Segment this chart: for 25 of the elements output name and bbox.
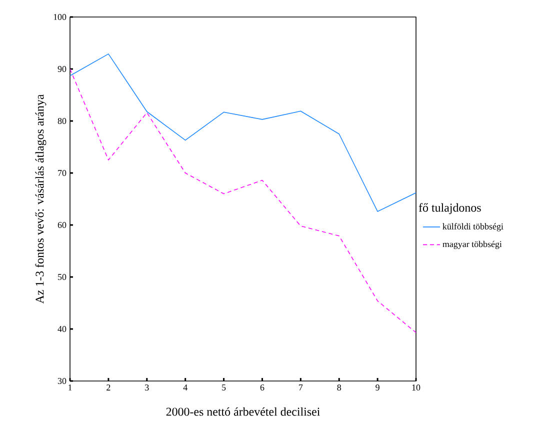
y-tick-label: 100 bbox=[54, 14, 66, 20]
x-tick-label: 3 bbox=[145, 384, 149, 391]
legend-label: külföldi többségi bbox=[442, 223, 504, 232]
line-series bbox=[70, 54, 416, 212]
x-tick-label: 8 bbox=[337, 384, 342, 391]
y-tick-label: 90 bbox=[58, 66, 66, 72]
y-tick-label: 60 bbox=[58, 222, 66, 228]
y-axis-title: Az 1-3 fontos vevő: vásárlás átlagos aránya bbox=[35, 94, 46, 304]
x-tick-label: 5 bbox=[222, 384, 226, 390]
legend-label: magyar többségi bbox=[442, 240, 502, 249]
legend-title: fő tulajdonos bbox=[418, 203, 481, 214]
y-tick-label: 80 bbox=[58, 118, 66, 124]
y-tick-label: 30 bbox=[58, 378, 66, 384]
y-tick-label: 40 bbox=[58, 326, 66, 332]
x-tick-label: 4 bbox=[183, 384, 188, 390]
x-tick-label: 7 bbox=[299, 384, 303, 390]
y-tick-label: 50 bbox=[58, 274, 66, 280]
y-tick-label: 70 bbox=[58, 170, 66, 176]
x-tick-label: 6 bbox=[260, 384, 264, 391]
x-tick-label: 10 bbox=[412, 384, 420, 391]
x-axis-title: 2000-es nettó árbevétel decilisei bbox=[166, 407, 320, 416]
x-tick-label: 9 bbox=[376, 384, 380, 391]
x-tick-label: 1 bbox=[68, 384, 72, 390]
line-series bbox=[70, 68, 416, 334]
x-tick-label: 2 bbox=[106, 384, 110, 390]
